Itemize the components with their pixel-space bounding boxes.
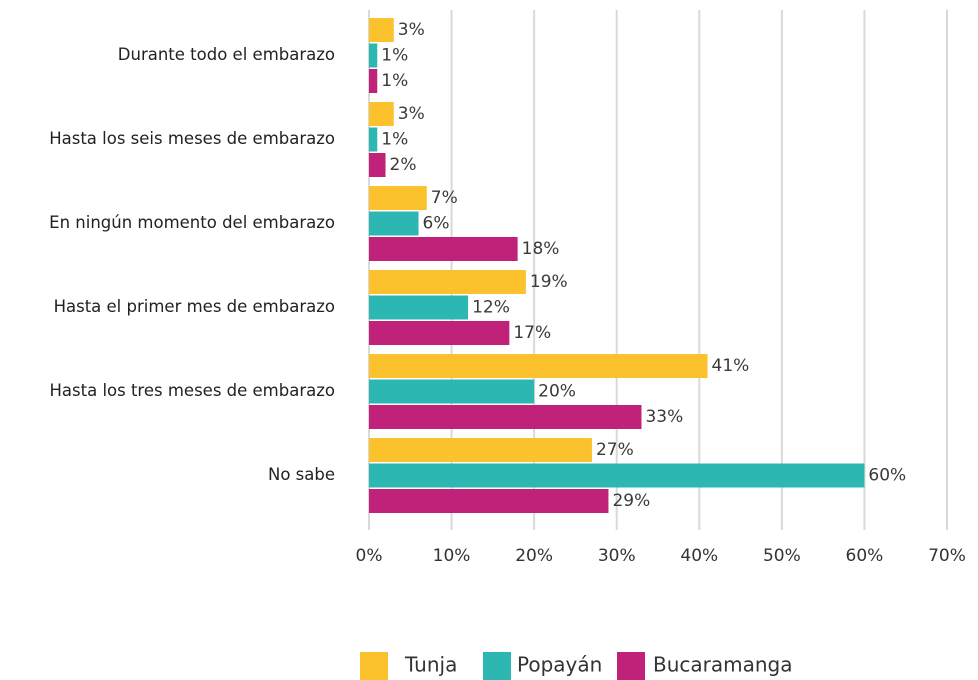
bar: [369, 237, 518, 261]
category-label: Hasta los seis meses de embarazo: [49, 129, 335, 148]
data-label: 1%: [381, 71, 408, 91]
bar: [369, 211, 419, 236]
legend-label: Bucaramanga: [653, 653, 793, 677]
bar: [369, 438, 592, 462]
x-tick-label: 10%: [433, 546, 471, 566]
bar: [369, 102, 394, 126]
category-label: No sabe: [268, 465, 335, 484]
legend-swatch: [617, 652, 645, 680]
x-tick-label: 60%: [846, 546, 884, 566]
bar: [369, 379, 535, 404]
bar: [369, 270, 526, 294]
data-label: 19%: [530, 272, 568, 292]
x-tick-label: 0%: [356, 546, 383, 566]
data-label: 1%: [381, 130, 408, 150]
data-label: 18%: [522, 239, 560, 259]
x-tick-label: 20%: [515, 546, 553, 566]
category-label: Hasta el primer mes de embarazo: [54, 297, 335, 316]
bar: [369, 153, 386, 177]
category-label: Hasta los tres meses de embarazo: [50, 381, 336, 400]
bar: [369, 489, 609, 513]
data-label: 27%: [596, 440, 634, 460]
data-label: 2%: [390, 155, 417, 175]
data-label: 17%: [513, 323, 551, 343]
data-label: 7%: [431, 188, 458, 208]
data-label: 60%: [868, 466, 906, 486]
bar: [369, 18, 394, 42]
category-label: En ningún momento del embarazo: [49, 213, 335, 232]
legend-swatch: [483, 652, 511, 680]
x-tick-label: 70%: [928, 546, 966, 566]
bar: [369, 463, 865, 488]
bar: [369, 127, 378, 152]
data-label: 1%: [381, 46, 408, 66]
data-label: 6%: [423, 214, 450, 234]
data-label: 3%: [398, 104, 425, 124]
data-label: 41%: [712, 356, 750, 376]
data-label: 12%: [472, 298, 510, 318]
data-label: 20%: [538, 382, 576, 402]
x-tick-label: 50%: [763, 546, 801, 566]
bar: [369, 321, 510, 345]
x-tick-label: 40%: [680, 546, 718, 566]
legend-swatch: [360, 652, 388, 680]
x-tick-label: 30%: [598, 546, 636, 566]
legend-label: Popayán: [517, 653, 602, 677]
data-label: 29%: [612, 491, 650, 511]
bar: [369, 186, 427, 210]
bar: [369, 295, 469, 320]
legend-label: Tunja: [404, 653, 457, 677]
bar: [369, 69, 378, 93]
category-label: Durante todo el embarazo: [118, 45, 335, 64]
bar: [369, 354, 708, 378]
data-label: 3%: [398, 20, 425, 40]
data-label: 33%: [645, 407, 683, 427]
bar: [369, 43, 378, 68]
bar: [369, 405, 642, 429]
